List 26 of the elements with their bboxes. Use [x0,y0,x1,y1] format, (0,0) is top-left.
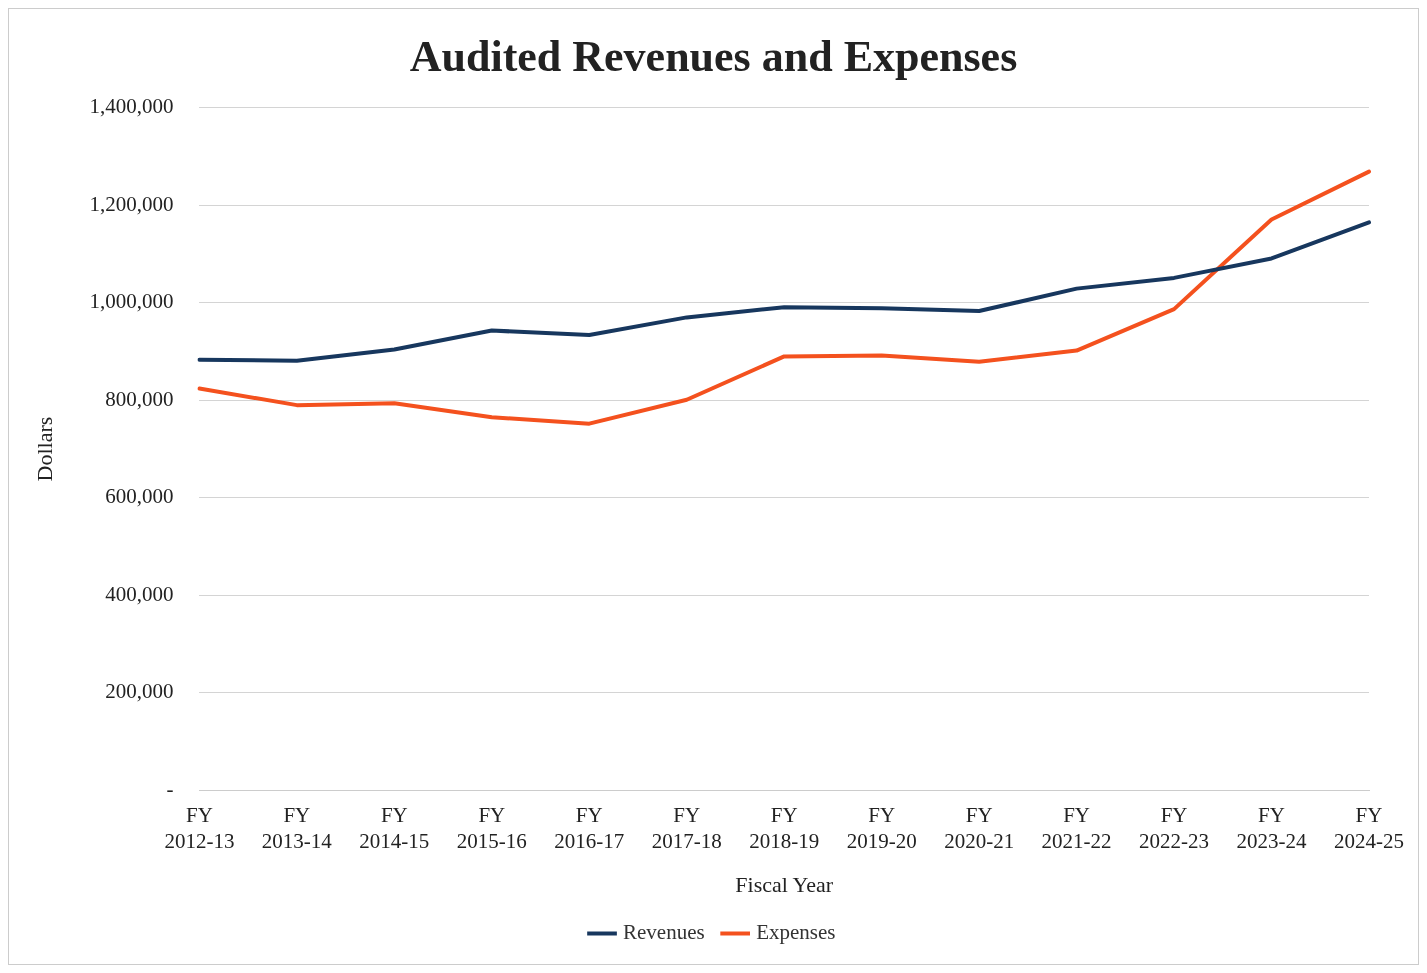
x-tick-label: FY 2022-23 [1139,803,1210,853]
x-tick-label: FY 2015-16 [456,803,527,853]
x-tick-label: FY 2017-18 [651,803,722,853]
x-tick-label: FY 2012-13 [164,803,235,853]
x-tick-label: FY 2024-25 [1334,803,1404,853]
x-tick-label: FY 2013-14 [261,803,333,853]
x-tick-label: FY 2018-19 [749,803,820,853]
y-tick-label: 400,000 [105,581,174,606]
x-tick-label: FY 2016-17 [554,803,625,853]
x-tick-label: FY 2021-22 [1041,803,1112,853]
y-axis-title: Dollars [31,416,57,482]
y-tick-label: 600,000 [105,484,174,509]
x-tick-label: FY 2019-20 [846,803,917,853]
y-tick-label: - [166,776,174,801]
x-axis-title: Fiscal Year [735,871,834,897]
x-tick-label: FY 2023-24 [1236,803,1308,853]
y-tick-label: 1,400,000 [89,94,174,119]
y-tick-label: 1,200,000 [89,191,174,216]
x-tick-label: FY 2014-15 [359,803,430,853]
x-tick-label: FY 2020-21 [944,803,1015,853]
legend-label: Revenues [623,920,705,945]
legend-label: Expenses [756,920,836,945]
chart-title: Audited Revenues and Expenses [409,31,1018,81]
y-tick-label: 800,000 [105,386,174,411]
y-tick-label: 200,000 [105,679,174,704]
y-tick-label: 1,000,000 [89,289,174,314]
